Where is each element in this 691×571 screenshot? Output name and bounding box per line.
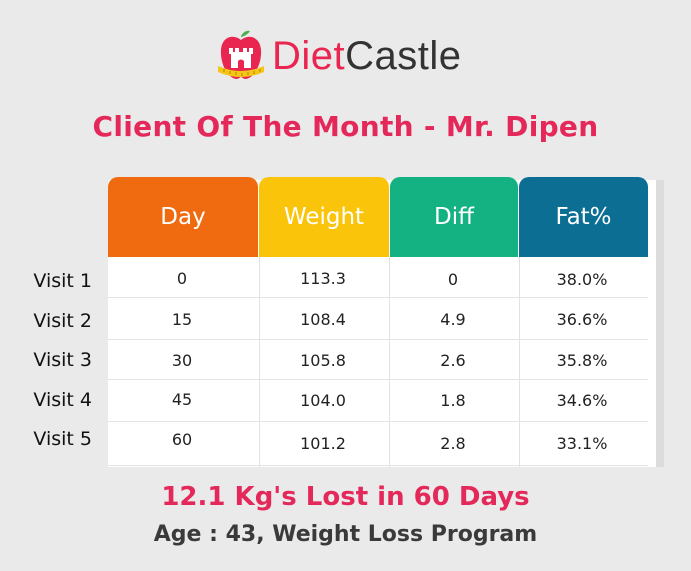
row-divider bbox=[108, 421, 648, 422]
cell-fat: 35.8% bbox=[556, 351, 608, 370]
row-divider bbox=[108, 297, 648, 298]
row-divider bbox=[108, 339, 648, 340]
column-divider bbox=[259, 257, 260, 467]
cell-weight: 108.4 bbox=[300, 310, 346, 329]
column-header-fat: Fat% bbox=[519, 177, 648, 257]
brand-word-diet: Diet bbox=[272, 34, 346, 78]
row-label-visit-3: Visit 3 bbox=[33, 349, 92, 371]
cell-weight: 101.2 bbox=[300, 434, 346, 453]
apple-castle-icon bbox=[218, 30, 264, 79]
cell-diff: 4.9 bbox=[440, 310, 466, 329]
row-label-visit-5: Visit 5 bbox=[33, 428, 92, 450]
cell-fat: 34.6% bbox=[556, 391, 608, 410]
cell-weight: 104.0 bbox=[300, 391, 346, 410]
cell-diff: 2.6 bbox=[440, 351, 466, 370]
row-label-visit-1: Visit 1 bbox=[33, 270, 92, 292]
column-divider bbox=[519, 257, 520, 467]
cell-fat: 38.0% bbox=[556, 270, 608, 289]
cell-day: 30 bbox=[171, 351, 193, 370]
client-details: Age : 43, Weight Loss Program bbox=[153, 522, 538, 547]
cell-weight: 105.8 bbox=[300, 351, 346, 370]
cell-day: 0 bbox=[176, 269, 188, 288]
cell-fat: 36.6% bbox=[556, 310, 608, 329]
column-header-diff: Diff bbox=[390, 177, 518, 257]
cell-day: 60 bbox=[171, 430, 193, 449]
column-header-label: Fat% bbox=[555, 204, 612, 230]
column-header-label: Weight bbox=[283, 204, 365, 230]
column-header-label: Day bbox=[160, 204, 206, 230]
column-divider bbox=[389, 257, 390, 467]
cell-fat: 33.1% bbox=[556, 434, 608, 453]
cell-diff: 0 bbox=[447, 270, 459, 289]
row-label-visit-2: Visit 2 bbox=[33, 310, 92, 332]
cell-diff: 1.8 bbox=[440, 391, 466, 410]
cell-day: 15 bbox=[171, 310, 193, 329]
dietcastle-logo: DietCastle bbox=[216, 30, 462, 82]
brand-name: DietCastle bbox=[272, 36, 462, 76]
cell-diff: 2.8 bbox=[440, 434, 466, 453]
page-title: Client Of The Month - Mr. Dipen bbox=[92, 110, 599, 143]
row-label-visit-4: Visit 4 bbox=[33, 389, 92, 411]
row-divider bbox=[108, 465, 648, 466]
column-header-day: Day bbox=[108, 177, 258, 257]
cell-day: 45 bbox=[171, 390, 193, 409]
brand-word-castle: Castle bbox=[345, 34, 462, 78]
weight-loss-summary: 12.1 Kg's Lost in 60 Days bbox=[161, 482, 530, 512]
cell-weight: 113.3 bbox=[300, 269, 346, 288]
column-header-label: Diff bbox=[434, 204, 474, 230]
row-divider bbox=[108, 379, 648, 380]
column-header-weight: Weight bbox=[259, 177, 389, 257]
